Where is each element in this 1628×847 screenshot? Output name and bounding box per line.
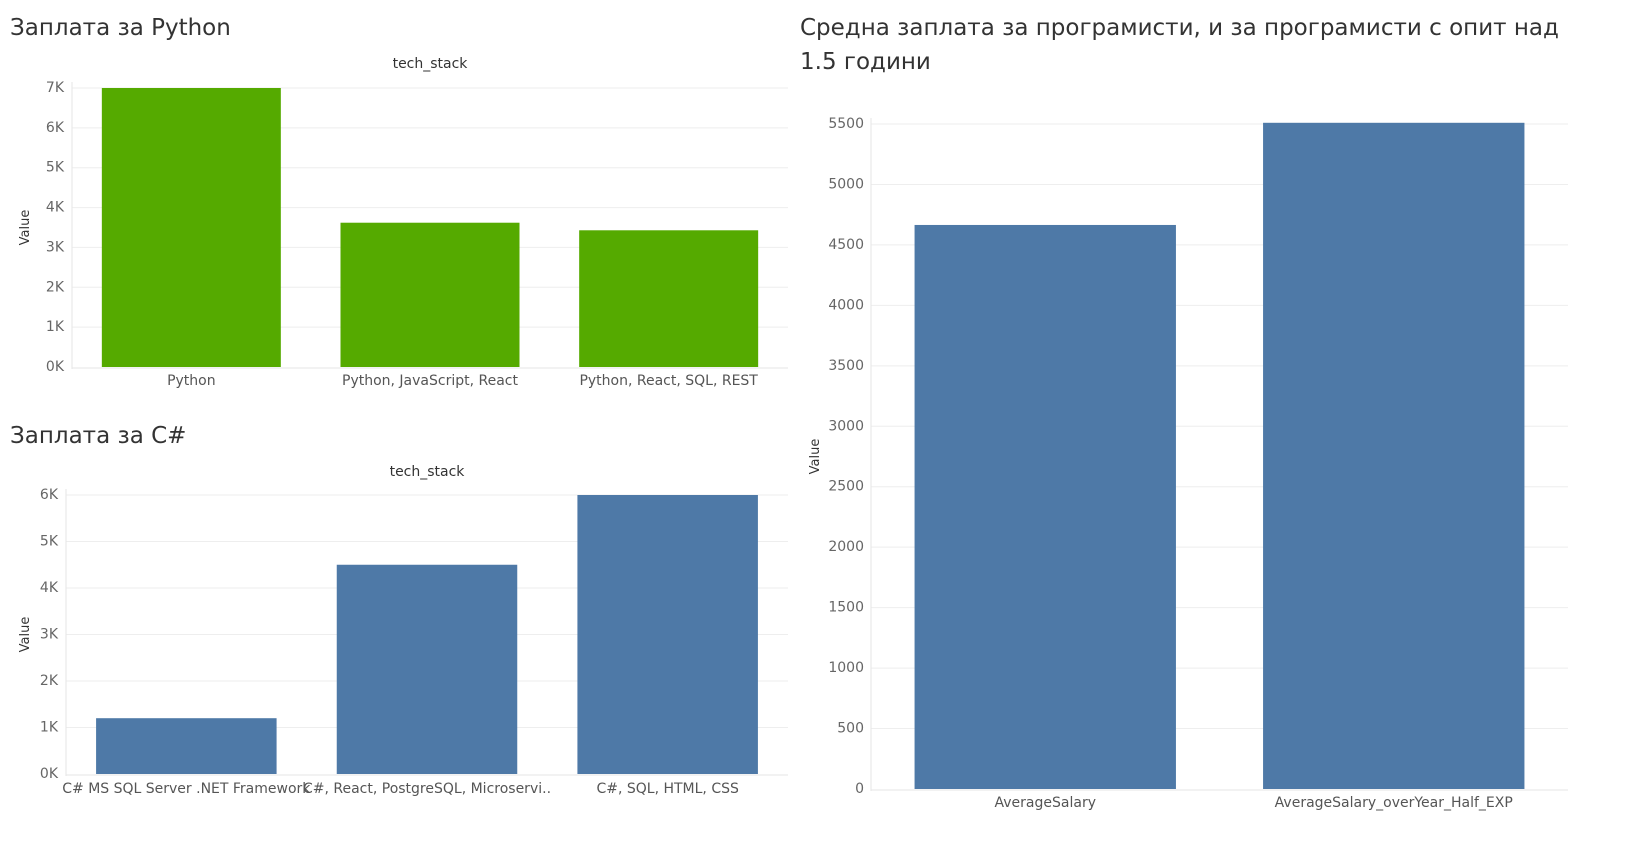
- category-label: AverageSalary_overYear_Half_EXP: [1275, 795, 1513, 811]
- bar: [96, 718, 277, 774]
- y-tick-label: 0K: [46, 359, 65, 375]
- y-axis-title: Value: [808, 439, 823, 475]
- y-tick-label: 1000: [828, 660, 864, 676]
- y-tick-label: 4K: [46, 200, 65, 216]
- y-tick-label: 0K: [40, 766, 59, 782]
- y-tick-label: 5500: [828, 116, 864, 132]
- y-tick-label: 4K: [40, 580, 59, 596]
- y-tick-label: 5000: [828, 176, 864, 192]
- bar: [1263, 122, 1525, 790]
- python-chart-header: tech_stack: [392, 56, 468, 72]
- y-tick-label: 3K: [46, 239, 65, 255]
- bar: [340, 222, 520, 367]
- bar: [914, 224, 1176, 789]
- category-label: AverageSalary: [995, 795, 1096, 811]
- y-tick-label: 6K: [40, 487, 59, 503]
- average-salary-chart-title: Средна заплата за програмисти, и за прог…: [800, 15, 1559, 75]
- y-tick-label: 4500: [828, 237, 864, 253]
- y-axis-title: Value: [18, 617, 33, 653]
- y-tick-label: 3000: [828, 418, 864, 434]
- y-tick-label: 2K: [40, 673, 59, 689]
- csharp-chart-title: Заплата за C#: [10, 423, 187, 449]
- bar: [101, 88, 281, 367]
- y-tick-label: 3K: [40, 627, 59, 643]
- y-tick-label: 2500: [828, 479, 864, 495]
- y-tick-label: 6K: [46, 120, 65, 136]
- y-tick-label: 3500: [828, 358, 864, 374]
- category-label: C#, SQL, HTML, CSS: [596, 781, 739, 797]
- y-tick-label: 4000: [828, 297, 864, 313]
- category-label: Python: [167, 373, 216, 389]
- y-tick-label: 1K: [46, 319, 65, 335]
- python-chart-title: Заплата за Python: [10, 15, 231, 41]
- category-label: C# MS SQL Server .NET Framework: [62, 781, 311, 797]
- y-tick-label: 1500: [828, 600, 864, 616]
- y-tick-label: 2000: [828, 539, 864, 555]
- bar: [579, 230, 759, 367]
- y-tick-label: 5K: [46, 160, 65, 176]
- y-axis-title: Value: [18, 210, 33, 246]
- y-tick-label: 5K: [40, 534, 59, 550]
- y-tick-label: 2K: [46, 279, 65, 295]
- category-label: Python, React, SQL, REST: [579, 373, 758, 389]
- y-tick-label: 1K: [40, 720, 59, 736]
- y-tick-label: 500: [837, 721, 864, 737]
- csharp-chart-header: tech_stack: [389, 464, 465, 480]
- category-label: C#, React, PostgreSQL, Microservi..: [303, 781, 551, 797]
- y-tick-label: 7K: [46, 80, 65, 96]
- bar: [336, 564, 518, 774]
- y-tick-label: 0: [855, 781, 864, 797]
- category-label: Python, JavaScript, React: [342, 373, 518, 389]
- bar: [577, 495, 758, 774]
